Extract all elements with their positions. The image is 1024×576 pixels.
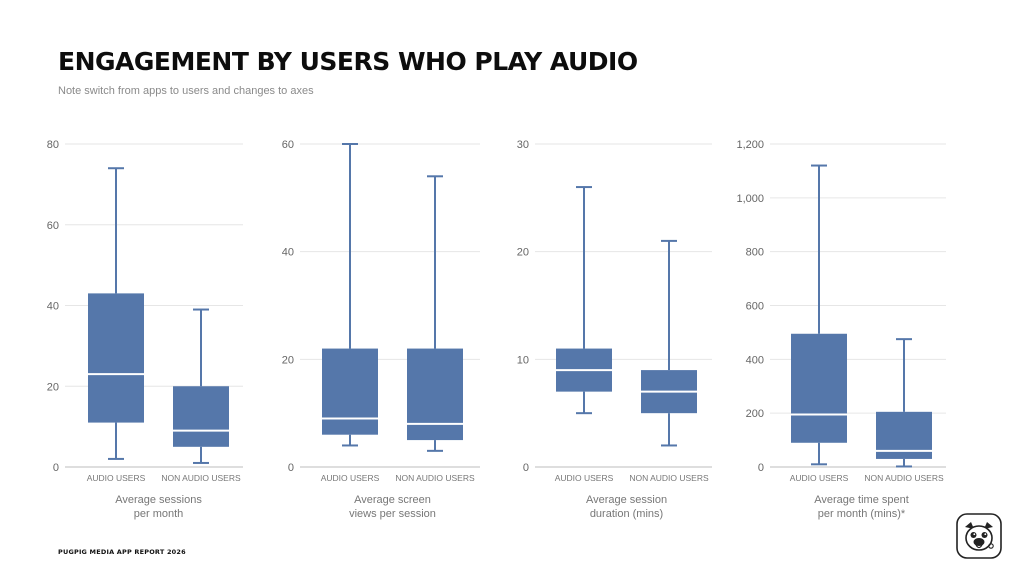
y-tick-label: 10 — [517, 354, 529, 366]
box-iqr — [407, 348, 463, 441]
category-label: NON AUDIO USERS — [161, 473, 241, 483]
box-iqr — [88, 293, 144, 423]
y-tick-label: 200 — [746, 408, 764, 420]
y-tick-label: 0 — [523, 462, 529, 474]
page-subtitle: Note switch from apps to users and chang… — [58, 85, 314, 97]
y-tick-label: 60 — [47, 220, 59, 232]
chart-panel-3: 0 10 20 30 AUDIO USERS NON AUDIO USERS Average… — [517, 139, 712, 520]
metric-label: views per session — [349, 508, 436, 520]
box-iqr — [791, 333, 847, 443]
y-tick-label: 0 — [288, 462, 294, 474]
category-label: AUDIO USERS — [321, 473, 380, 483]
pug-face-icon — [956, 513, 1002, 559]
y-tick-label: 40 — [282, 247, 294, 259]
metric-label: Average screen — [354, 494, 431, 506]
category-label: AUDIO USERS — [555, 473, 614, 483]
box-plot-charts: 0 20 40 60 80 AUDIO USERS NON AUDIO USERS Avera… — [47, 139, 946, 520]
y-tick-label: 20 — [517, 247, 529, 259]
category-label: NON AUDIO USERS — [864, 473, 944, 483]
y-tick-label: 800 — [746, 247, 764, 259]
y-tick-label: 80 — [47, 139, 59, 151]
y-tick-label: 1,200 — [736, 139, 764, 151]
metric-label: duration (mins) — [590, 508, 663, 520]
page-title: ENGAGEMENT BY USERS WHO PLAY AUDIO — [58, 47, 638, 76]
y-tick-label: 20 — [282, 354, 294, 366]
metric-label: Average session — [586, 494, 667, 506]
box-iqr — [173, 386, 229, 447]
chart-panel-4: 0 200 400 600 800 1,000 1,200 AUDIO USERS NON AU… — [736, 139, 946, 520]
footer-report-name: PUGPIG MEDIA APP REPORT 2026 — [58, 548, 186, 556]
box-iqr — [322, 348, 378, 435]
metric-label: Average time spent — [814, 494, 909, 506]
category-label: NON AUDIO USERS — [395, 473, 475, 483]
chart-panel-2: 0 20 40 60 AUDIO USERS NON AUDIO USERS Average… — [282, 139, 480, 520]
y-tick-label: 60 — [282, 139, 294, 151]
y-tick-label: 400 — [746, 354, 764, 366]
category-label: NON AUDIO USERS — [629, 473, 709, 483]
y-tick-label: 1,000 — [736, 193, 764, 205]
metric-label: per month (mins)* — [818, 508, 906, 520]
y-tick-label: 0 — [758, 462, 764, 474]
category-label: AUDIO USERS — [790, 473, 849, 483]
y-tick-label: 600 — [746, 301, 764, 313]
metric-label: Average sessions — [115, 494, 202, 506]
y-tick-label: 20 — [47, 381, 59, 393]
box-iqr — [876, 411, 932, 459]
metric-label: per month — [134, 508, 184, 520]
y-tick-label: 0 — [53, 462, 59, 474]
y-tick-label: 40 — [47, 301, 59, 313]
chart-panel-1: 0 20 40 60 80 AUDIO USERS NON AUDIO USERS Avera… — [47, 139, 243, 520]
y-tick-label: 30 — [517, 139, 529, 151]
category-label: AUDIO USERS — [87, 473, 146, 483]
